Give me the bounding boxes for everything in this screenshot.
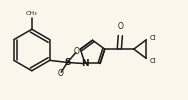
- Text: CH₃: CH₃: [26, 11, 38, 16]
- Text: O: O: [57, 69, 63, 78]
- Text: Cl: Cl: [149, 35, 156, 41]
- Text: N: N: [81, 59, 89, 68]
- Text: O: O: [74, 46, 80, 56]
- Text: S: S: [64, 58, 71, 67]
- Text: O: O: [117, 22, 123, 32]
- Text: Cl: Cl: [149, 57, 156, 64]
